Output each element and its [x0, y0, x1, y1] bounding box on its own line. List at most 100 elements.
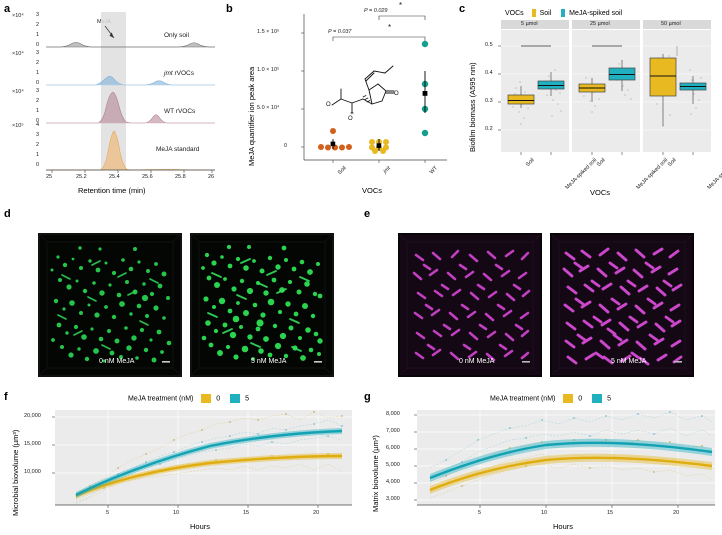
facet-title-25umol: 25 µmol	[590, 21, 610, 27]
panel-c-ytick: 0.2	[485, 126, 493, 132]
panel-a-xtick: 25.8	[175, 174, 186, 180]
panel-a-xtick: 26	[208, 174, 215, 180]
panel-b-sig-star-2: *	[399, 1, 403, 10]
panel-g-legend-title: MeJA treatment (nM)	[490, 395, 556, 403]
panel-a-ytick: 3	[36, 12, 40, 18]
panel-f-ytick: 15,000	[24, 441, 41, 447]
panel-a-ytick: 2	[36, 60, 40, 66]
matrix-render-magenta-0	[400, 235, 540, 375]
panel-b: b MeJA quantifier ion peak area 0 5.0 × …	[222, 0, 457, 200]
panel-a-xaxis-title: Retention time (min)	[78, 186, 146, 195]
panel-b-ytick: 1.5 × 10⁵	[257, 29, 280, 35]
panel-a-xtick: 25.4	[109, 174, 120, 180]
biofilm-render-green-0	[40, 235, 180, 375]
panel-f-linechart	[52, 410, 352, 508]
panel-a-ytick: 0	[36, 118, 40, 124]
panel-c-ytick: 0.5	[485, 42, 493, 48]
panel-b-xaxis-title: VOCs	[362, 186, 383, 195]
panel-g-label: g	[364, 391, 371, 403]
panel-a-ytick: 1	[36, 108, 40, 114]
panel-a-ytick: 2	[36, 98, 40, 104]
panel-c-label: c	[459, 3, 466, 15]
legend-swatch-5nm	[592, 394, 603, 403]
panel-f-xtick: 10	[173, 510, 180, 516]
panel-a-trace-label-only-soil: Only soil	[164, 32, 189, 39]
facet-title-50umol: 50 µmol	[661, 21, 681, 27]
panel-g-legend: MeJA treatment (nM) 0 5	[490, 394, 611, 403]
panel-g-xtick: 20	[673, 510, 680, 516]
legend-swatch-0nm	[563, 394, 574, 403]
panel-a-xtick: 25.6	[142, 174, 153, 180]
panel-f-ytick: 10,000	[24, 469, 41, 475]
panel-g-linechart	[414, 410, 715, 508]
jmt-italic: jmt	[164, 70, 173, 77]
panel-e-image-1	[550, 233, 694, 377]
panel-b-ytick: 1.0 × 10⁵	[257, 67, 280, 73]
panel-c-ytick: 0.3	[485, 98, 493, 104]
panel-f-xtick: 5	[106, 510, 110, 516]
panel-b-pvalue-1: P = 0.037	[328, 29, 352, 35]
panel-e-caption-0: 0 nM MeJA	[459, 358, 495, 365]
panel-g-ytick: 8,000	[386, 411, 400, 417]
facet-strip-50umol	[643, 20, 711, 29]
panel-a-ytick: 0	[36, 80, 40, 86]
panel-b-sig-star-1: *	[388, 23, 392, 32]
panel-a-xtick: 25	[46, 174, 53, 180]
panel-c-xaxis-title: VOCs	[590, 188, 611, 197]
panel-a-exponent-1: ×10⁴	[12, 13, 24, 19]
panel-c-legend-label-soil: Soil	[539, 9, 552, 17]
panel-f-legend: MeJA treatment (nM) 0 5	[128, 394, 249, 403]
panel-f-xtick: 15	[243, 510, 250, 516]
panel-e-caption-1: 5 nM MeJA	[611, 358, 647, 365]
panel-a-ytick: 3	[36, 50, 40, 56]
panel-g-ytick: 4,000	[386, 479, 400, 485]
panel-a-chromatograms	[46, 12, 216, 173]
panel-f-legend-label-5: 5	[245, 395, 249, 403]
panel-d-image-0	[38, 233, 182, 377]
panel-a-ytick: 1	[36, 152, 40, 158]
panel-f-xaxis-title: Hours	[190, 522, 211, 531]
panel-a-exponent-4: ×10⁵	[12, 123, 24, 129]
panel-g-ytick: 6,000	[386, 445, 400, 451]
biofilm-render-green-1	[192, 235, 332, 375]
panel-c-ytick: 0.4	[485, 70, 493, 76]
panel-g-xtick: 10	[541, 510, 548, 516]
panel-f-legend-label-0: 0	[216, 395, 221, 403]
panel-g-xtick: 15	[607, 510, 614, 516]
panel-g: g MeJA treatment (nM) 0 5 Matrix biovolu…	[360, 390, 722, 535]
panel-g-ytick: 7,000	[386, 428, 400, 434]
panel-a-xtick: 25.2	[76, 174, 87, 180]
facet-strip-25umol	[572, 20, 640, 29]
panel-e-label: e	[364, 208, 371, 220]
panel-a-trace-label-standard: MeJA standard	[156, 146, 200, 153]
matrix-render-magenta-1	[552, 235, 692, 375]
panel-c-legend-label-spiked: MeJA-spiked soil	[569, 9, 623, 17]
panel-f-label: f	[4, 391, 8, 403]
panel-g-legend-label-0: 0	[578, 395, 583, 403]
panel-a-ytick: 0	[36, 42, 40, 48]
panel-b-ytick: 5.0 × 10⁴	[257, 105, 280, 111]
svg-text:O: O	[394, 91, 399, 97]
panel-f-xtick: 20	[313, 510, 320, 516]
panel-b-label: b	[226, 3, 233, 15]
panel-f: f MeJA treatment (nM) 0 5 Microbial biov…	[0, 390, 360, 535]
panel-a: a ×10⁴ ×10⁴ ×10⁴ ×10⁵ 3 2 1 0 3 2 1 0 3 …	[0, 0, 225, 200]
panel-c: c VOCs Soil MeJA-spiked soil Biofilm bio…	[455, 0, 722, 200]
panel-a-label: a	[4, 3, 11, 15]
panel-e-image-0	[398, 233, 542, 377]
panel-a-exponent-3: ×10⁴	[12, 89, 24, 95]
svg-text:O: O	[348, 116, 353, 122]
panel-a-ytick: 1	[36, 32, 40, 38]
panel-f-ytick: 20,000	[24, 413, 41, 419]
panel-g-ytick: 3,000	[386, 496, 400, 502]
panel-c-legend-title: VOCs	[505, 9, 524, 17]
panel-b-scatterplot: O O O	[301, 14, 447, 163]
legend-swatch-5nm	[230, 394, 241, 403]
panel-g-legend-label-5: 5	[607, 395, 611, 403]
panel-a-exponent-2: ×10⁴	[12, 51, 24, 57]
panel-d-image-1	[190, 233, 334, 377]
panel-g-ytick: 5,000	[386, 462, 400, 468]
panel-a-ytick: 1	[36, 70, 40, 76]
panel-a-ytick: 2	[36, 22, 40, 28]
panel-a-ytick: 0	[36, 162, 40, 168]
